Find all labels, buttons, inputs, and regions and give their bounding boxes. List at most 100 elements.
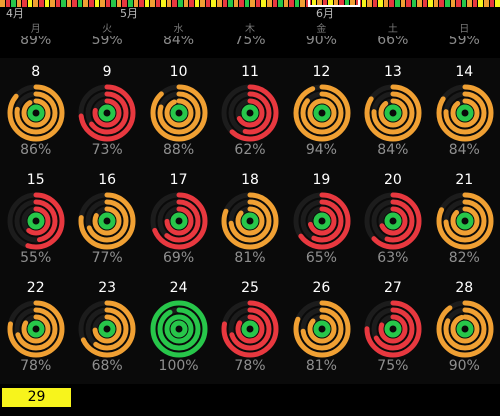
ring-progress [450, 206, 480, 236]
strip-day-swatch [472, 0, 479, 7]
ring-progress [170, 320, 188, 338]
activity-rings-icon [364, 84, 422, 142]
strip-day-swatch [216, 0, 223, 7]
strip-day-swatch [55, 0, 62, 7]
ring-progress [371, 91, 415, 135]
strip-day-swatch [361, 0, 368, 7]
ring-progress [14, 307, 58, 351]
day-percent: 94% [305, 142, 337, 158]
day-cell[interactable]: 9 73% [71, 58, 142, 168]
ring-progress [384, 212, 402, 230]
day-cell[interactable]: 10 88% [143, 58, 214, 168]
strip-day-swatch [422, 0, 429, 7]
strip-day-swatch [439, 0, 445, 7]
day-percent: 82% [448, 250, 480, 266]
strip-day-swatch [372, 0, 379, 7]
day-cell[interactable]: 27 75% [357, 274, 428, 384]
ring-progress [384, 104, 402, 122]
strip-day-swatch [89, 0, 95, 7]
week-row: 8 86% 9 73% 10 88% 11 62% 12 94% 13 84% 14 84% [0, 58, 500, 168]
ring-progress [443, 199, 487, 243]
day-number: 23 [98, 280, 117, 296]
day-cell[interactable]: 8 86% [0, 58, 71, 168]
strip-day-swatch [461, 0, 468, 7]
day-cell[interactable]: 16 77% [71, 166, 142, 276]
day-cell[interactable]: 18 81% [214, 166, 285, 276]
ring-progress [7, 84, 65, 142]
month-strip-selection[interactable] [308, 0, 360, 7]
strip-day-swatch [127, 0, 134, 7]
ring-progress [228, 307, 272, 351]
activity-rings-icon [7, 192, 65, 250]
weekday-thu: 木 [244, 24, 255, 35]
day-cell[interactable]: 19 65% [286, 166, 357, 276]
ring-progress [21, 206, 51, 236]
ring-progress [150, 192, 208, 250]
strip-day-swatch [83, 0, 89, 7]
activity-rings-icon [78, 192, 136, 250]
day-percent: 63% [377, 250, 409, 266]
strip-day-swatch [5, 0, 12, 7]
strip-day-swatch [111, 0, 117, 7]
ring-progress [164, 314, 194, 344]
day-cell[interactable]: 23 68% [71, 274, 142, 384]
day-percent: 78% [20, 358, 52, 374]
ring-progress [164, 206, 194, 236]
day-cell[interactable]: 21 82% [429, 166, 500, 276]
day-cell[interactable]: 17 69% [143, 166, 214, 276]
ring-progress [241, 320, 259, 338]
prev-pct: 89% [20, 36, 52, 48]
ring-progress [221, 84, 279, 142]
ring-progress [364, 84, 422, 142]
ring-progress [78, 192, 136, 250]
strip-day-swatch [105, 0, 112, 7]
day-percent: 84% [377, 142, 409, 158]
ring-progress [443, 91, 487, 135]
strip-day-swatch [94, 0, 101, 7]
strip-day-swatch [100, 0, 106, 7]
strip-day-swatch [467, 0, 473, 7]
strip-day-swatch [255, 0, 262, 7]
day-number: 19 [312, 172, 331, 188]
day-cell[interactable]: 22 78% [0, 274, 71, 384]
month-color-strip[interactable] [0, 0, 500, 7]
ring-progress [27, 320, 45, 338]
day-cell[interactable]: 28 90% [429, 274, 500, 384]
strip-day-swatch [311, 0, 318, 7]
day-cell[interactable]: 14 84% [429, 58, 500, 168]
weekday-sun: 日 [459, 24, 470, 35]
day-cell[interactable]: 20 63% [357, 166, 428, 276]
day-cell[interactable]: 12 94% [286, 58, 357, 168]
day-cell[interactable]: 24 100% [143, 274, 214, 384]
week-row: 15 55% 16 77% 17 69% 18 81% 19 65% 20 63% 21 82% [0, 166, 500, 276]
strip-day-swatch [228, 0, 234, 7]
strip-day-swatch [339, 0, 345, 7]
today-day-badge[interactable]: 29 [2, 388, 71, 407]
strip-day-swatch [394, 0, 401, 7]
ring-progress [221, 300, 279, 358]
strip-day-swatch [261, 0, 267, 7]
day-cell[interactable]: 26 81% [286, 274, 357, 384]
day-percent: 88% [163, 142, 195, 158]
ring-progress [436, 300, 494, 358]
ring-progress [307, 206, 337, 236]
ring-progress [85, 199, 129, 243]
strip-day-swatch [239, 0, 245, 7]
day-number: 26 [312, 280, 331, 296]
activity-rings-icon [7, 300, 65, 358]
day-cell[interactable]: 15 55% [0, 166, 71, 276]
day-number: 27 [383, 280, 402, 296]
strip-day-swatch [333, 0, 340, 7]
day-cell[interactable]: 25 78% [214, 274, 285, 384]
ring-progress [78, 300, 136, 358]
day-percent: 86% [20, 142, 52, 158]
strip-day-swatch [166, 0, 173, 7]
ring-progress [92, 98, 122, 128]
strip-day-swatch [116, 0, 123, 7]
day-cell[interactable]: 11 62% [214, 58, 285, 168]
strip-day-swatch [294, 0, 301, 7]
day-cell[interactable]: 13 84% [357, 58, 428, 168]
day-number: 17 [169, 172, 188, 188]
prev-pct: 59% [448, 36, 480, 48]
ring-progress [85, 91, 129, 135]
